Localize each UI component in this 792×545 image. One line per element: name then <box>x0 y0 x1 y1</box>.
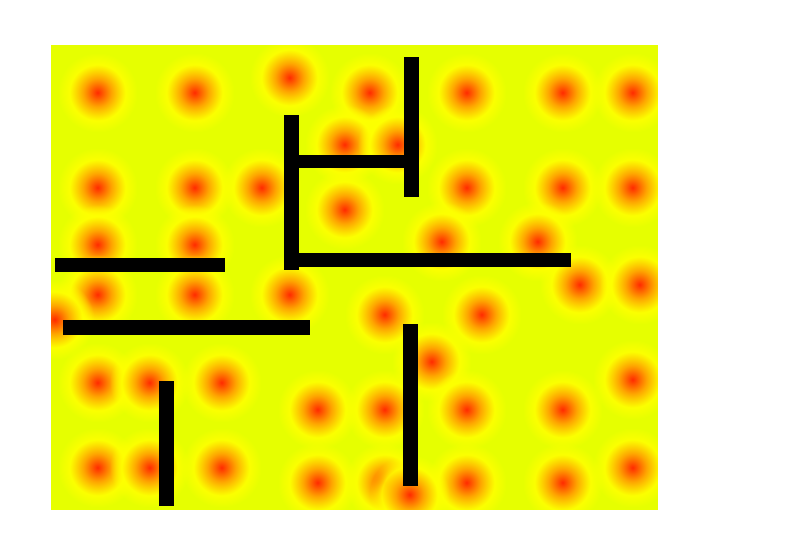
hotspot <box>278 443 358 510</box>
hotspot <box>222 148 302 228</box>
wall-segment <box>403 324 418 486</box>
hotspot <box>523 53 603 133</box>
hotspot <box>305 170 385 250</box>
hotspot <box>182 428 262 508</box>
hotspot <box>58 148 138 228</box>
wall-segment <box>404 57 419 197</box>
hotspot-layer <box>51 45 658 510</box>
wall-segment <box>299 155 404 168</box>
hotspot <box>250 255 330 335</box>
wall-segment <box>159 381 174 506</box>
wall-segment <box>284 115 299 270</box>
hotspot <box>110 428 190 508</box>
hotspot <box>110 343 190 423</box>
hotspot <box>593 340 658 420</box>
hotspot <box>593 428 658 508</box>
heat-field-svg <box>51 45 658 510</box>
hotspot <box>250 45 330 118</box>
wall-layer <box>55 57 571 506</box>
hotspot <box>402 202 482 282</box>
hotspot <box>593 53 658 133</box>
hotspot <box>442 275 522 355</box>
wall-segment <box>55 258 225 272</box>
hotspot <box>58 53 138 133</box>
hotspot <box>427 370 507 450</box>
wall-segment <box>63 320 310 335</box>
hotspot <box>358 105 438 185</box>
wall-segment <box>299 253 571 267</box>
hotspot <box>523 370 603 450</box>
hotspot <box>155 53 235 133</box>
hotspot <box>523 443 603 510</box>
hotspot <box>278 370 358 450</box>
hotspot <box>182 343 262 423</box>
hotspot <box>593 148 658 228</box>
hotspot <box>155 255 235 335</box>
hotspot <box>600 245 658 325</box>
hotspot <box>155 148 235 228</box>
hotspot <box>427 53 507 133</box>
heat-field <box>51 45 658 510</box>
